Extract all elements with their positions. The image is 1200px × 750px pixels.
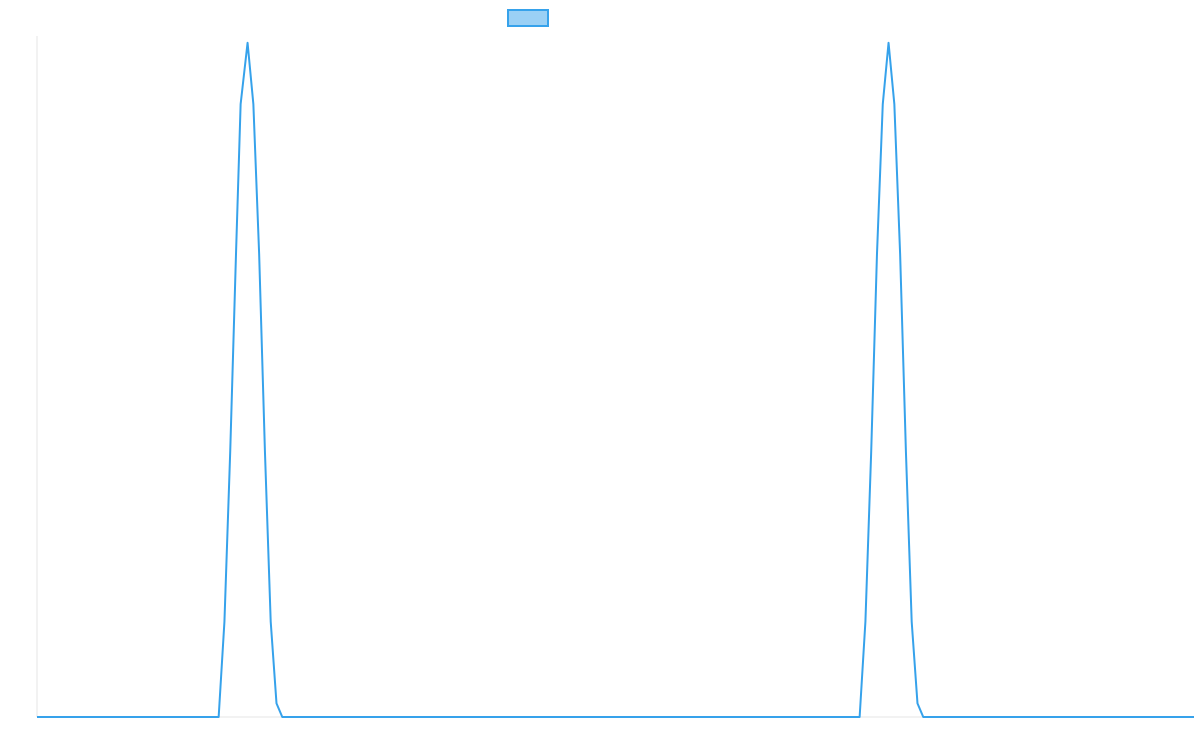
series-layer [37, 41, 1194, 718]
axes [36, 36, 1194, 718]
legend[interactable] [507, 9, 549, 27]
legend-swatch-0[interactable] [507, 9, 549, 27]
series-line-0[interactable] [37, 41, 1194, 718]
